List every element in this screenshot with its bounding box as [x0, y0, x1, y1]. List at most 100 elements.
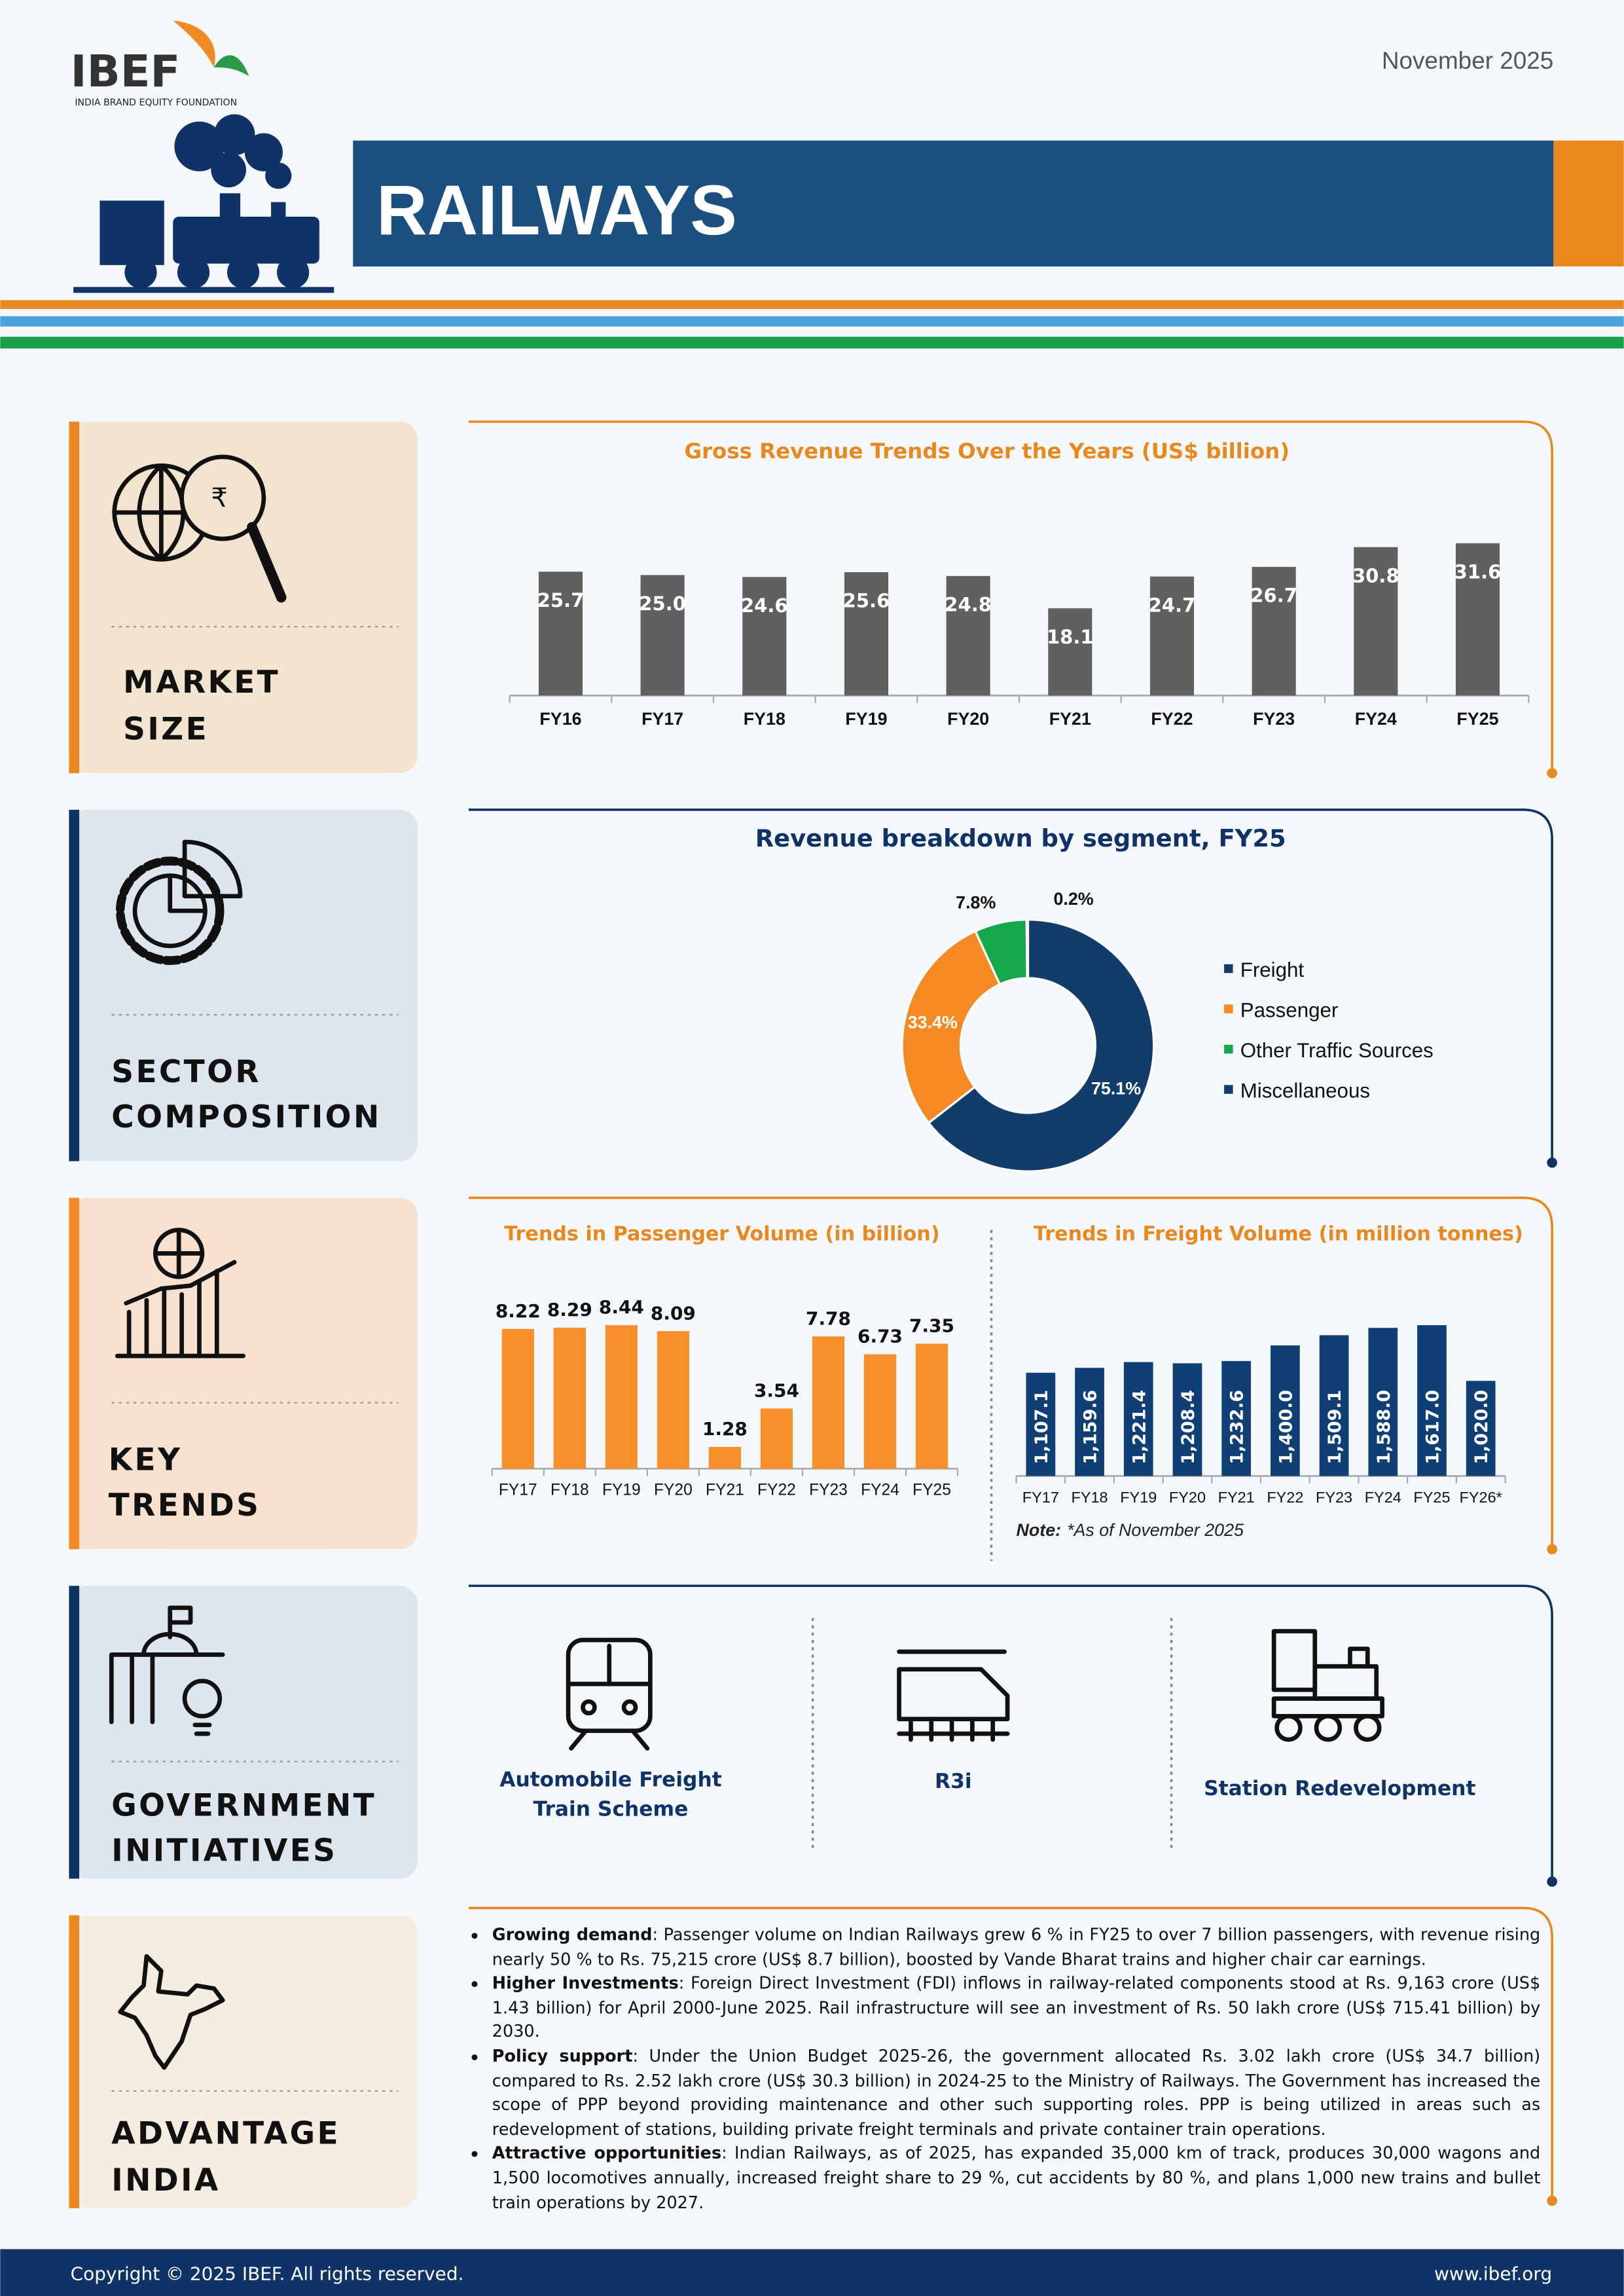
- pie-slice: [927, 918, 1155, 1173]
- initiative-label: R3i: [935, 1770, 972, 1793]
- x-tick-label: FY20: [947, 709, 989, 729]
- bar: [1417, 1325, 1447, 1476]
- value-label: 8.29: [547, 1299, 592, 1321]
- date: November 2025: [1382, 47, 1554, 74]
- value-label: 26.7: [1250, 585, 1297, 607]
- advantage-lead: Higher Investments: [492, 1973, 679, 1994]
- x-tick-label: FY25: [912, 1482, 951, 1499]
- bar: [1455, 543, 1500, 696]
- advantage-lead: Attractive opportunities: [492, 2142, 722, 2164]
- x-tick-label: FY21: [1218, 1489, 1255, 1506]
- value-label: 0.2%: [1053, 889, 1093, 909]
- x-tick-label: FY23: [1316, 1489, 1352, 1506]
- x-tick-label: FY22: [1151, 709, 1193, 729]
- value-label: 75.1%: [1091, 1079, 1141, 1099]
- legend-marker: [1224, 1085, 1233, 1094]
- value-label: 1,107.1: [1032, 1390, 1052, 1465]
- value-label: 8.44: [599, 1296, 644, 1318]
- bar: [915, 1343, 948, 1469]
- value-label: 1,208.4: [1178, 1390, 1199, 1465]
- bar: [640, 575, 685, 696]
- x-tick-label: FY22: [757, 1482, 796, 1499]
- value-label: 1,617.0: [1423, 1390, 1443, 1465]
- legend-label: Freight: [1240, 958, 1305, 981]
- x-tick-label: FY26*: [1460, 1489, 1502, 1506]
- bar: [1026, 1372, 1056, 1476]
- value-label: 7.8%: [956, 893, 996, 913]
- legend-marker: [1224, 964, 1233, 974]
- x-tick-label: FY22: [1267, 1489, 1303, 1506]
- bar: [1466, 1381, 1496, 1476]
- x-tick-label: FY21: [706, 1482, 744, 1499]
- x-tick-label: FY25: [1456, 709, 1498, 729]
- value-label: 24.6: [741, 594, 788, 617]
- value-label: 3.54: [754, 1379, 799, 1401]
- x-tick-label: FY25: [1413, 1489, 1450, 1506]
- value-label: 1,221.4: [1129, 1390, 1149, 1465]
- bar: [1075, 1368, 1104, 1476]
- value-label: 1,588.0: [1374, 1390, 1394, 1465]
- x-tick-label: FY18: [744, 709, 785, 729]
- advantage-body: : Under the Union Budget 2025-26, the go…: [492, 2045, 1541, 2140]
- bar: [657, 1331, 689, 1469]
- x-tick-label: FY17: [641, 709, 683, 729]
- x-tick-label: FY23: [1253, 709, 1295, 729]
- advantage-item: Policy support: Under the Union Budget 2…: [492, 2044, 1540, 2141]
- bar: [1354, 547, 1398, 696]
- x-tick-label: FY20: [654, 1482, 693, 1499]
- x-tick-label: FY16: [539, 709, 581, 729]
- bar: [501, 1328, 534, 1469]
- bar: [844, 572, 889, 696]
- footer-url: www.ibef.org: [1434, 2263, 1552, 2284]
- bar: [863, 1354, 897, 1469]
- x-tick-label: FY21: [1049, 709, 1091, 729]
- title: RAILWAYS: [376, 171, 737, 249]
- value-label: 24.8: [945, 594, 992, 616]
- legend-label: Miscellaneous: [1240, 1079, 1370, 1102]
- x-tick-label: FY17: [1022, 1489, 1059, 1506]
- logo-leaf: [213, 55, 249, 77]
- legend-marker: [1224, 1004, 1233, 1013]
- x-tick-label: FY24: [1355, 709, 1397, 729]
- value-label: 7.78: [806, 1307, 851, 1329]
- value-label: 31.6: [1454, 560, 1502, 583]
- title-bar: [353, 140, 1554, 267]
- section-label: ADVANTAGE: [111, 2115, 340, 2151]
- logo-sub: INDIA BRAND EQUITY FOUNDATION: [75, 98, 237, 108]
- advantage-item: Attractive opportunities: Indian Railway…: [492, 2141, 1540, 2214]
- x-tick-label: FY17: [499, 1482, 537, 1499]
- bar: [1271, 1345, 1300, 1476]
- card-trends: KEY TRENDS: [69, 1197, 418, 1550]
- value-label: 1,020.0: [1471, 1390, 1492, 1465]
- bar: [538, 572, 583, 696]
- initiative-label: Train Scheme: [533, 1797, 689, 1821]
- card-advantage: ADVANTAGE INDIA: [69, 1915, 418, 2208]
- bar: [605, 1325, 638, 1469]
- section-label: KEY: [109, 1442, 183, 1478]
- advantage-lead: Growing demand: [492, 1923, 653, 1945]
- advantage-text: Growing demand: Passenger volume on Indi…: [466, 1923, 1541, 2242]
- chart-title: Trends in Freight Volume (in million ton…: [1034, 1222, 1523, 1245]
- title-accent: [1553, 140, 1624, 267]
- section-label: SECTOR: [111, 1054, 261, 1090]
- value-label: 7.35: [909, 1315, 954, 1337]
- chart-title: Revenue breakdown by segment, FY25: [755, 824, 1286, 852]
- advantage-body: : Indian Railways, as of 2025, has expan…: [492, 2142, 1541, 2212]
- bar: [1048, 608, 1092, 696]
- bar: [742, 577, 787, 696]
- note-label: Note:: [1017, 1520, 1062, 1540]
- value-label: 24.7: [1149, 594, 1196, 616]
- value-label: 1,159.6: [1081, 1390, 1101, 1465]
- x-tick-label: FY24: [1365, 1489, 1401, 1506]
- section-label: COMPOSITION: [111, 1099, 381, 1135]
- x-tick-label: FY18: [550, 1482, 589, 1499]
- x-tick-label: FY24: [861, 1482, 899, 1499]
- bar: [1149, 576, 1195, 696]
- bar: [946, 575, 990, 696]
- bar: [812, 1336, 845, 1469]
- copyright: Copyright © 2025 IBEF. All rights reserv…: [71, 2263, 464, 2284]
- value-label: 25.6: [843, 590, 890, 612]
